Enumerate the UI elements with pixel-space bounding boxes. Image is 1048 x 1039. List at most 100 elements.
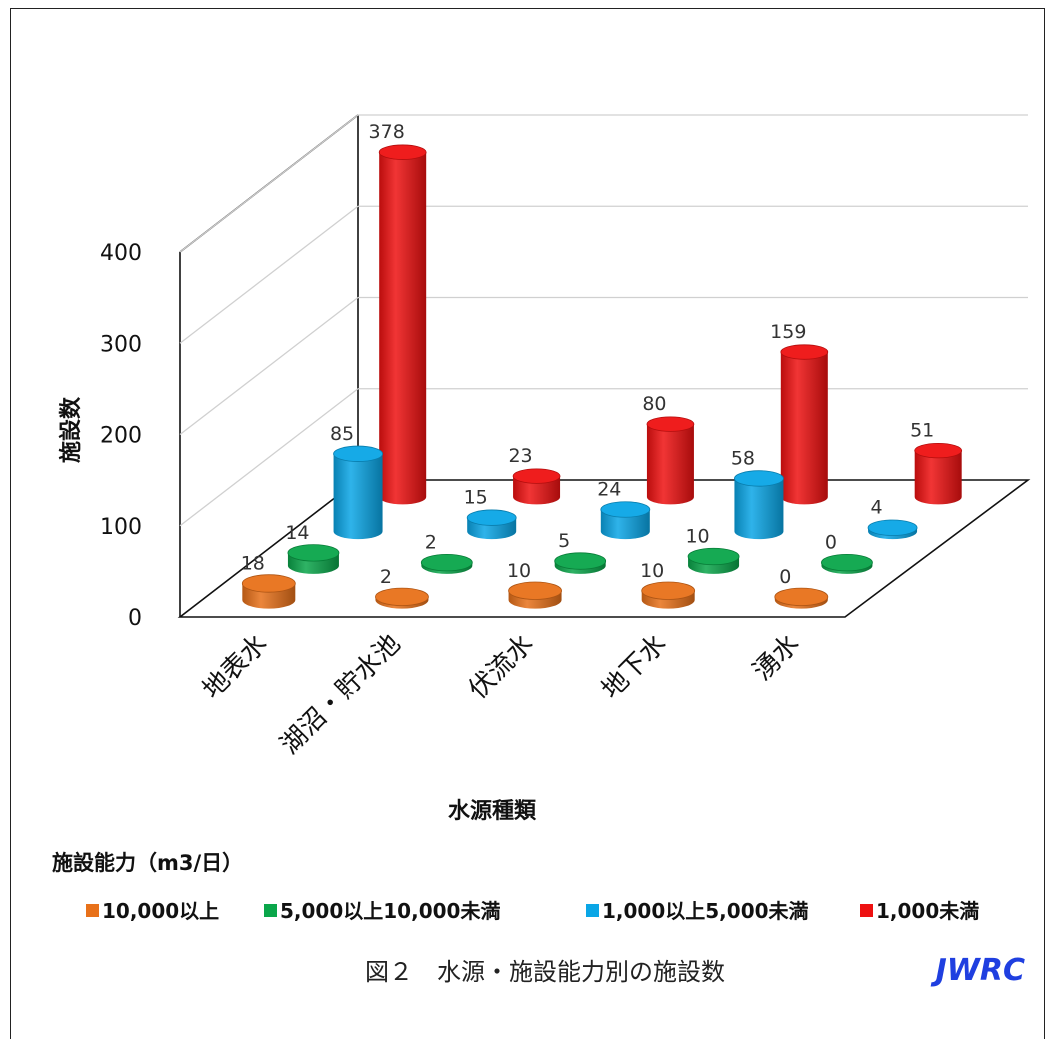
side-gridline [179,114,359,253]
chart-walls [177,114,1031,618]
data-label: 18 [241,552,265,574]
data-label: 2 [425,532,437,554]
data-label: 15 [464,487,488,509]
bar-top [508,581,562,600]
x-category-label: 伏流水 [463,629,539,705]
bar-body [646,424,694,505]
y-tick-label: 100 [100,515,142,540]
bar-top [333,445,383,462]
legend-label: 5,000以上10,000未満 [280,899,500,923]
bar-top [646,416,695,432]
side-gridline [179,388,359,527]
side-gridline [179,205,359,344]
bar-top [466,509,517,526]
data-label: 58 [731,447,755,469]
bar: 10 [640,560,696,609]
data-label: 51 [910,420,934,442]
bar-top [641,581,696,600]
bar: 58 [731,447,784,540]
legend-label: 1,000未満 [876,899,979,923]
legend-swatch [86,904,99,917]
bar-top [867,519,918,536]
bar: 378 [369,121,427,505]
bar: 24 [597,478,651,540]
bar-top [512,468,561,484]
bar-top [287,544,340,562]
bar: 15 [464,487,517,540]
data-label: 80 [642,393,666,415]
y-tick-label: 0 [128,606,142,631]
bar-top [420,553,473,572]
bar: 5 [554,530,607,574]
bar: 0 [821,532,873,574]
bar: 23 [508,445,561,505]
bar-top [241,574,296,593]
data-label: 5 [558,530,570,552]
y-axis-title: 施設数 [58,396,84,463]
bar-top [914,442,963,459]
bar: 0 [774,566,829,609]
data-label: 378 [369,121,405,143]
x-category-label: 湧水 [747,629,805,687]
jwrc-logo: JWRC [931,953,1025,988]
legend-title: 施設能力（m3/日） [52,851,243,875]
bar: 10 [507,560,562,609]
figure-caption: 図２ 水源・施設能力別の施設数 [365,958,725,986]
bar-top [554,552,607,570]
data-label: 2 [380,566,392,588]
legend: 10,000以上 5,000以上10,000未満 1,000以上5,000未満 1,0… [86,899,979,923]
y-ticks: 0 100 200 300 400 [100,241,142,631]
chart-floor [177,479,1031,618]
data-label: 14 [285,522,309,544]
x-category-label: 地表水 [197,629,273,705]
data-label: 10 [685,526,709,548]
bar-top [734,470,784,487]
bar-top [687,547,740,566]
legend-label: 1,000以上5,000未満 [602,899,809,923]
legend-swatch [586,904,599,917]
bar: 85 [330,423,383,540]
bar: 14 [285,522,340,574]
bar-top [821,553,873,572]
data-label: 0 [779,566,791,588]
data-label: 85 [330,423,354,445]
x-category-label: 地下水 [596,629,672,705]
x-category-label: 湖沼・貯水池 [275,629,407,761]
data-label: 4 [871,497,883,519]
x-categories: 地表水 湖沼・貯水池 伏流水 地下水 湧水 [197,629,805,761]
bar-body [513,476,561,505]
bar-top [600,501,651,518]
side-gridline [179,296,359,436]
data-label: 23 [508,445,532,467]
data-label: 0 [825,532,837,554]
bar: 10 [685,526,740,574]
bar: 80 [642,393,695,505]
data-label: 159 [770,321,806,343]
x-axis-title: 水源種類 [448,799,537,824]
bar: 2 [375,566,429,609]
bar: 51 [910,420,963,505]
data-label: 10 [507,560,531,582]
data-label: 10 [640,560,664,582]
bar-top [774,587,829,607]
bar-body [600,509,650,540]
legend-swatch [264,904,277,917]
bar-top [780,344,829,360]
bar: 2 [420,532,473,574]
data-label: 24 [597,478,621,500]
bar-body [734,478,784,540]
bar-body [914,450,962,505]
bar-top [378,144,427,160]
bar: 18 [241,552,296,609]
bar-body [379,152,427,505]
bar: 159 [770,321,829,505]
bar-body [333,453,383,540]
bar: 4 [867,497,918,540]
y-tick-label: 400 [100,241,142,266]
y-tick-label: 300 [100,332,142,357]
figure-frame [10,8,1045,1039]
legend-label: 10,000以上 [102,899,219,923]
bar-top [375,587,429,607]
bar-body [780,352,828,505]
